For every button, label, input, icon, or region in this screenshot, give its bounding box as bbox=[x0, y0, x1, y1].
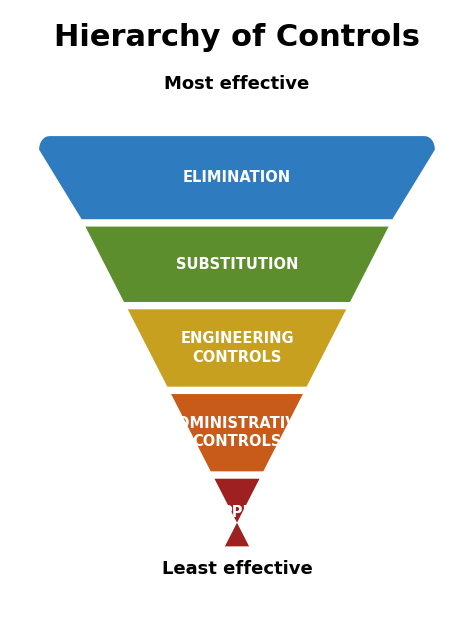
Polygon shape bbox=[214, 479, 260, 546]
Text: Most effective: Most effective bbox=[164, 75, 310, 93]
Polygon shape bbox=[39, 136, 435, 219]
Polygon shape bbox=[171, 394, 303, 471]
Text: Least effective: Least effective bbox=[162, 560, 312, 578]
Text: Hierarchy of Controls: Hierarchy of Controls bbox=[54, 24, 420, 52]
Text: ELIMINATION: ELIMINATION bbox=[183, 170, 291, 185]
Text: PPE: PPE bbox=[221, 505, 253, 520]
Text: SUBSTITUTION: SUBSTITUTION bbox=[176, 257, 298, 272]
Polygon shape bbox=[128, 309, 346, 387]
Polygon shape bbox=[85, 226, 389, 302]
Text: ENGINEERING
CONTROLS: ENGINEERING CONTROLS bbox=[180, 331, 294, 365]
Text: ADMINISTRATIVE
CONTROLS: ADMINISTRATIVE CONTROLS bbox=[167, 416, 307, 450]
